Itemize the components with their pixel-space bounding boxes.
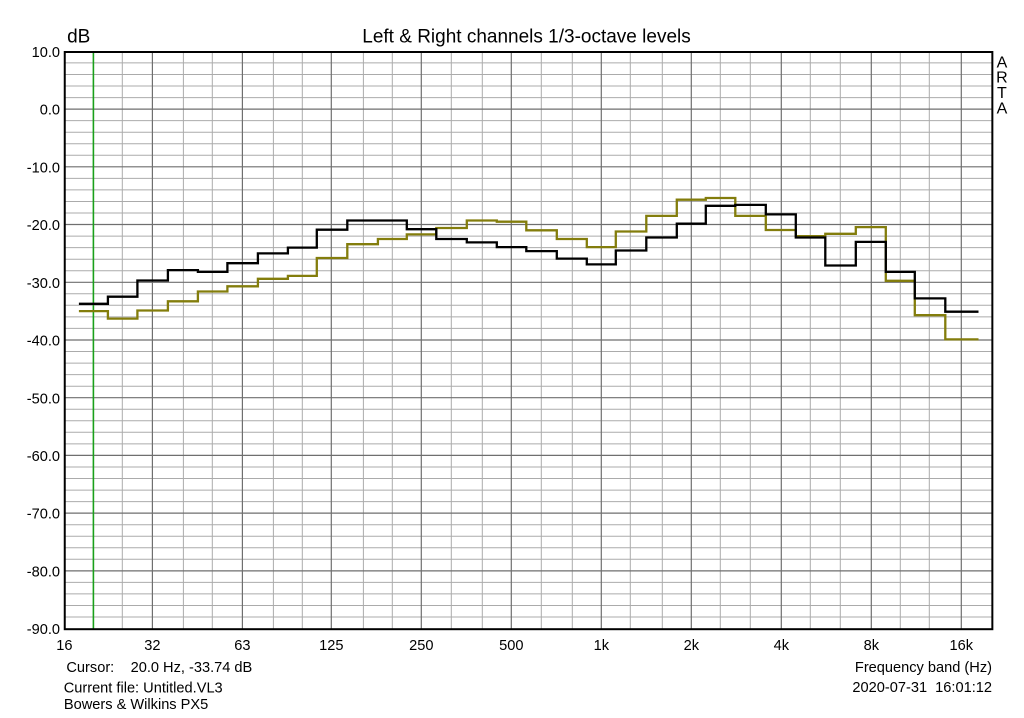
svg-text:-90.0: -90.0 — [27, 622, 60, 638]
svg-text:Left & Right channels 1/3-octa: Left & Right channels 1/3-octave levels — [362, 26, 690, 47]
svg-text:R: R — [996, 70, 1008, 87]
svg-text:4k: 4k — [774, 638, 790, 654]
svg-text:Bowers & Wilkins PX5: Bowers & Wilkins PX5 — [64, 697, 208, 713]
svg-text:8k: 8k — [864, 638, 880, 654]
svg-text:Current file: Untitled.VL3: Current file: Untitled.VL3 — [64, 681, 223, 697]
svg-text:500: 500 — [499, 638, 523, 654]
svg-text:20.0 Hz, -33.74 dB: 20.0 Hz, -33.74 dB — [131, 660, 253, 676]
svg-text:Frequency band (Hz): Frequency band (Hz) — [855, 660, 992, 676]
svg-text:Cursor:: Cursor: — [66, 660, 114, 676]
svg-text:dB: dB — [67, 26, 90, 47]
svg-text:-10.0: -10.0 — [27, 160, 60, 176]
svg-text:16k: 16k — [950, 638, 974, 654]
svg-text:10.0: 10.0 — [32, 45, 60, 61]
svg-text:-60.0: -60.0 — [27, 449, 60, 465]
svg-text:A: A — [997, 100, 1008, 117]
svg-text:A: A — [997, 54, 1008, 71]
svg-text:250: 250 — [409, 638, 433, 654]
svg-text:-70.0: -70.0 — [27, 507, 60, 523]
svg-text:125: 125 — [319, 638, 343, 654]
svg-text:63: 63 — [234, 638, 250, 654]
svg-text:2020-07-31 16:01:12: 2020-07-31 16:01:12 — [852, 680, 992, 696]
svg-text:16: 16 — [56, 638, 72, 654]
svg-text:T: T — [997, 85, 1007, 102]
svg-text:-20.0: -20.0 — [27, 218, 60, 234]
svg-text:32: 32 — [144, 638, 160, 654]
svg-text:-30.0: -30.0 — [27, 276, 60, 292]
svg-text:-50.0: -50.0 — [27, 391, 60, 407]
svg-text:-80.0: -80.0 — [27, 565, 60, 581]
svg-text:2k: 2k — [684, 638, 700, 654]
svg-text:0.0: 0.0 — [40, 103, 60, 119]
svg-text:-40.0: -40.0 — [27, 334, 60, 350]
svg-text:1k: 1k — [594, 638, 610, 654]
